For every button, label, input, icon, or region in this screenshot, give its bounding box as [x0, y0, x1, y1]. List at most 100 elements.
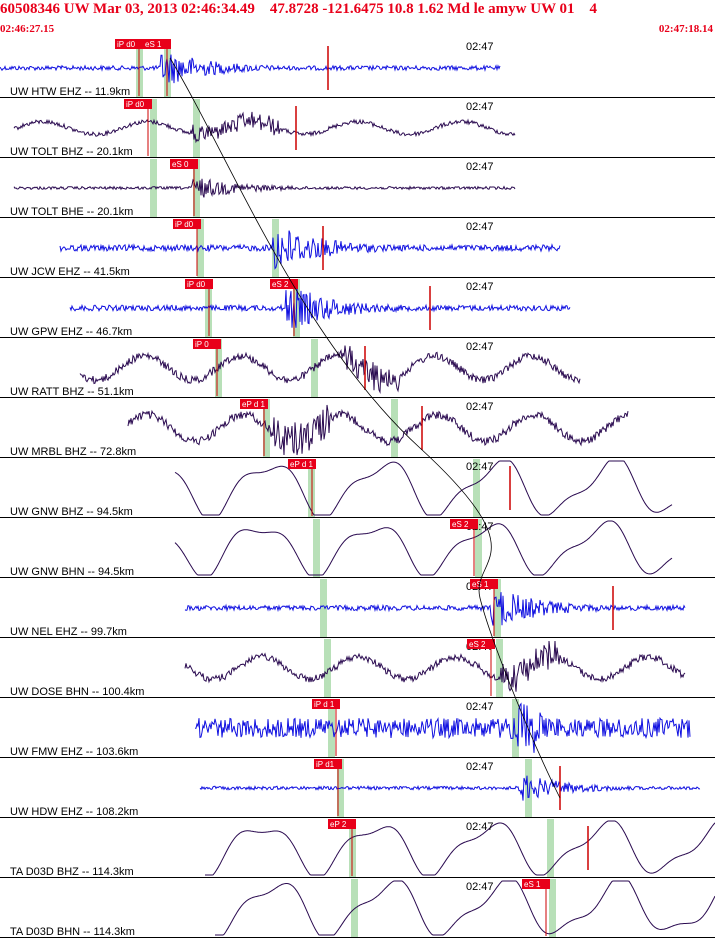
trace-panel: 02:47 eP d 1 UW MRBL BHZ -- 72.8km: [0, 399, 715, 458]
time-marker-label: 02:47: [466, 401, 494, 413]
phase-pick-label: iP 0: [195, 340, 209, 349]
phase-pick-label: iP d0: [175, 220, 194, 229]
phase-pick-label: iP d0: [126, 100, 145, 109]
phase-pick-box[interactable]: [173, 219, 201, 229]
end-time: 02:47:18.14: [658, 23, 713, 35]
pick-window-band: [150, 159, 157, 217]
time-marker-label: 02:47: [466, 161, 494, 173]
phase-pick-box[interactable]: [470, 579, 498, 589]
travel-time-curve: [169, 57, 561, 799]
waveform-trace: [174, 460, 673, 516]
pick-window-band: [193, 99, 200, 157]
station-label: UW TOLT BHZ -- 20.1km: [10, 146, 133, 158]
phase-pick-box[interactable]: [185, 279, 213, 289]
waveform-trace: [69, 287, 571, 328]
time-marker-label: 02:47: [466, 761, 494, 773]
station-label: UW FMW EHZ -- 103.6km: [10, 746, 138, 758]
pick-window-band: [328, 699, 335, 757]
phase-pick-label: eP 2: [330, 820, 347, 829]
phase-pick-box[interactable]: [328, 819, 356, 829]
waveform-trace: [184, 592, 686, 626]
station-label: UW GNW BHZ -- 94.5km: [10, 506, 133, 518]
time-marker-label: 02:47: [466, 101, 494, 113]
pick-window-band: [549, 879, 556, 937]
start-time: 02:46:27.15: [0, 23, 55, 35]
pick-window-band: [150, 99, 157, 157]
phase-pick-label: eS 1: [145, 40, 162, 49]
trace-panel: 02:47 iP d 1 UW FMW EHZ -- 103.6km: [0, 699, 715, 758]
phase-pick-box[interactable]: [270, 279, 298, 289]
phase-pick-box[interactable]: [314, 759, 342, 769]
trace-panel: 02:47 eP 2 TA D03D BHZ -- 114.3km: [0, 819, 715, 878]
phase-pick-label: eS 2: [452, 520, 469, 529]
pick-window-band: [320, 579, 327, 637]
phase-pick-box[interactable]: [312, 699, 340, 709]
phase-pick-box[interactable]: [193, 339, 221, 349]
time-marker-label: 02:47: [466, 341, 494, 353]
phase-pick-box[interactable]: [450, 519, 478, 529]
waveform-trace: [199, 775, 701, 801]
station-label: UW NEL EHZ -- 99.7km: [10, 626, 127, 638]
waveform-trace: [13, 178, 516, 198]
pick-window-band: [512, 699, 519, 757]
phase-pick-label: eS 1: [524, 880, 541, 889]
pick-window-band: [351, 879, 358, 937]
pick-window-band: [525, 759, 532, 817]
station-label: TA D03D BHN -- 114.3km: [10, 926, 135, 938]
time-marker-label: 02:47: [466, 281, 494, 293]
trace-panel: 02:47 iP 0 UW RATT BHZ -- 51.1km: [0, 339, 715, 398]
trace-panel: 02:47 iP d0 UW TOLT BHZ -- 20.1km: [0, 99, 715, 158]
time-marker-label: 02:47: [466, 221, 494, 233]
trace-panel: 02:47 eS 1 TA D03D BHN -- 114.3km: [0, 879, 715, 938]
station-label: UW MRBL BHZ -- 72.8km: [10, 446, 136, 458]
waveform-trace: [79, 345, 581, 394]
phase-pick-label: iP d0: [117, 40, 136, 49]
station-label: UW HTW EHZ -- 11.9km: [10, 86, 130, 98]
phase-pick-box[interactable]: [467, 639, 495, 649]
station-label: UW GPW EHZ -- 46.7km: [10, 326, 132, 338]
phase-pick-label: iP d 1: [314, 700, 335, 709]
phase-pick-label: eS 0: [172, 160, 189, 169]
time-marker-label: 02:47: [466, 701, 494, 713]
pick-window-band: [496, 639, 503, 697]
waveform-trace: [195, 702, 691, 753]
waveform-trace: [205, 820, 715, 876]
trace-panel: 02:47 iP d1 UW HDW EHZ -- 108.2km: [0, 759, 715, 818]
phase-pick-box[interactable]: [288, 459, 316, 469]
trace-panel: 02:47 eS 0 UW TOLT BHE -- 20.1km: [0, 159, 715, 218]
phase-pick-label: eP d 1: [290, 460, 314, 469]
pick-window-band: [272, 219, 279, 277]
pick-window-band: [313, 519, 320, 577]
station-label: UW HDW EHZ -- 108.2km: [10, 806, 138, 818]
station-label: UW RATT BHZ -- 51.1km: [10, 386, 134, 398]
phase-pick-box[interactable]: [240, 399, 268, 409]
waveform-trace: [0, 54, 501, 84]
seismogram-panel: 02:47 iP d0 eS 1 UW HTW EHZ -- 11.9km 02:47 i…: [0, 39, 715, 938]
waveform-trace: [215, 880, 715, 936]
pick-window-band: [547, 819, 554, 877]
phase-pick-label: eS 1: [472, 580, 489, 589]
pick-window-band: [197, 219, 204, 277]
time-marker-label: 02:47: [466, 821, 494, 833]
waveform-trace: [127, 404, 629, 456]
waveform-trace: [59, 230, 561, 270]
phase-pick-box[interactable]: [143, 39, 171, 49]
phase-pick-box[interactable]: [115, 39, 143, 49]
phase-pick-box[interactable]: [124, 99, 152, 109]
trace-panel: 02:47 eP d 1 UW GNW BHZ -- 94.5km: [0, 459, 715, 518]
pick-window-band: [494, 579, 501, 637]
trace-panel: 02:47 iP d0 UW JCW EHZ -- 41.5km: [0, 219, 715, 278]
phase-pick-box[interactable]: [522, 879, 550, 889]
phase-pick-box[interactable]: [170, 159, 198, 169]
station-label: UW JCW EHZ -- 41.5km: [10, 266, 130, 278]
time-marker-label: 02:47: [466, 881, 494, 893]
event-header: 60508346 UW Mar 03, 2013 02:46:34.49 47.…: [0, 0, 715, 38]
waveform-trace: [184, 640, 686, 692]
time-marker-label: 02:47: [466, 461, 494, 473]
pick-window-band: [391, 399, 398, 457]
phase-pick-label: iP d1: [316, 760, 335, 769]
station-label: UW DOSE BHN -- 100.4km: [10, 686, 144, 698]
